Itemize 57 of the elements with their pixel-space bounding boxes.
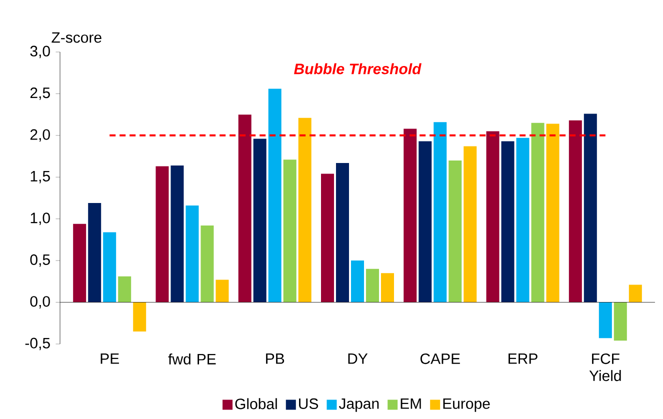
bar bbox=[156, 166, 169, 302]
bar bbox=[103, 232, 116, 302]
ref-line-label: Bubble Threshold bbox=[294, 63, 422, 74]
bar bbox=[628, 284, 642, 302]
bar bbox=[448, 160, 462, 302]
bar bbox=[366, 268, 379, 302]
bar bbox=[598, 302, 612, 338]
x-tick-label: PE bbox=[100, 353, 119, 364]
y-axis-title: Z-score bbox=[52, 32, 102, 43]
bar bbox=[253, 138, 266, 302]
bar bbox=[584, 114, 597, 302]
bar bbox=[186, 205, 199, 302]
bar bbox=[200, 226, 214, 302]
bar bbox=[298, 118, 312, 302]
bar bbox=[88, 202, 102, 302]
legend-label: EM bbox=[400, 398, 421, 409]
y-tick-label: 3,0 bbox=[30, 46, 50, 58]
bar bbox=[546, 124, 560, 302]
bar bbox=[216, 280, 229, 302]
bar bbox=[118, 276, 132, 302]
bar bbox=[381, 273, 394, 302]
y-tick-label: -0,5 bbox=[25, 338, 50, 350]
bar bbox=[486, 131, 500, 302]
y-tick-label: 2,5 bbox=[30, 88, 50, 100]
bar bbox=[351, 260, 364, 302]
bar bbox=[321, 174, 334, 302]
x-tick-label: fwd PE bbox=[168, 353, 216, 364]
x-tick-label: PB bbox=[266, 353, 284, 364]
bar bbox=[501, 141, 514, 302]
bar bbox=[531, 122, 544, 302]
y-tick-label: 1,5 bbox=[30, 171, 50, 184]
y-tick-label: 2,0 bbox=[30, 129, 50, 142]
bar bbox=[238, 114, 252, 302]
bar bbox=[73, 224, 86, 302]
bar bbox=[404, 128, 417, 302]
y-tick-label: 1,0 bbox=[30, 212, 50, 226]
bar bbox=[614, 302, 627, 341]
legend-label: Global bbox=[235, 398, 277, 410]
legend-label: Japan bbox=[338, 398, 379, 412]
y-tick-label: 0,0 bbox=[30, 296, 50, 308]
bar bbox=[434, 122, 447, 302]
bar bbox=[464, 146, 477, 302]
y-tick-label: 0,5 bbox=[30, 254, 50, 267]
x-tick-label: ERP bbox=[508, 353, 538, 364]
bar bbox=[516, 138, 530, 302]
bar bbox=[336, 162, 350, 302]
bar bbox=[418, 141, 432, 302]
bar bbox=[283, 160, 296, 302]
x-tick-label: CAPE bbox=[420, 353, 460, 364]
bar bbox=[133, 302, 146, 332]
bar bbox=[170, 165, 184, 302]
legend-label: US bbox=[299, 398, 318, 409]
bar bbox=[568, 120, 582, 302]
x-tick-label: DY bbox=[348, 353, 368, 364]
bar bbox=[268, 88, 282, 302]
x-tick-label: FCF Yield bbox=[589, 353, 621, 382]
legend-label: Europe bbox=[443, 398, 490, 412]
